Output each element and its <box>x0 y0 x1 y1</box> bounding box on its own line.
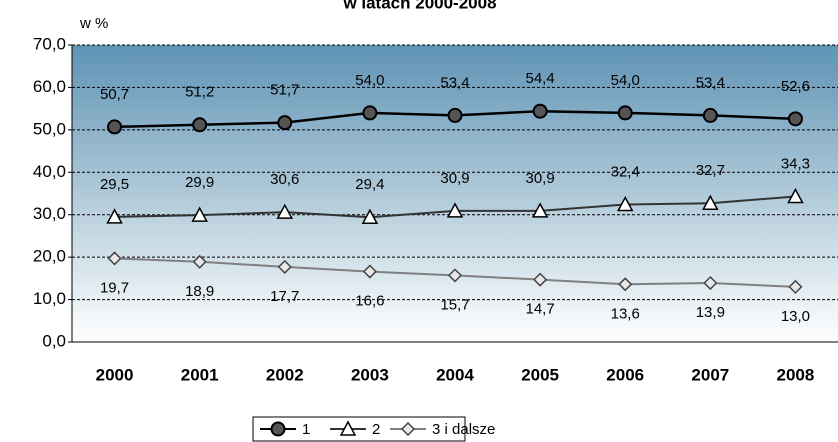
marker <box>618 277 633 292</box>
data-label: 52,6 <box>781 78 810 95</box>
y-tick-label: 0,0 <box>42 331 66 350</box>
marker <box>277 115 293 131</box>
x-tick-label: 2005 <box>521 365 559 384</box>
marker <box>788 279 803 294</box>
data-label: 54,4 <box>526 70 555 87</box>
x-tick-label: 2004 <box>436 365 474 384</box>
marker <box>106 208 123 224</box>
marker <box>447 107 463 123</box>
y-tick-label: 30,0 <box>33 204 66 223</box>
marker <box>400 421 416 437</box>
data-label: 29,4 <box>355 176 384 193</box>
x-tick-label: 2006 <box>606 365 644 384</box>
marker <box>276 203 294 219</box>
data-label: 19,7 <box>100 279 129 296</box>
data-label: 30,9 <box>440 170 469 187</box>
data-label: 53,4 <box>696 74 725 91</box>
data-label: 16,6 <box>355 293 384 310</box>
data-label: 54,0 <box>611 72 640 89</box>
y-tick-label: 70,0 <box>33 34 66 53</box>
marker <box>339 420 357 436</box>
legend-label: 1 <box>302 421 310 438</box>
marker <box>616 195 634 212</box>
marker <box>532 103 548 119</box>
data-label: 13,6 <box>611 305 640 322</box>
data-label: 32,7 <box>696 162 725 179</box>
marker <box>192 117 208 133</box>
marker <box>703 275 718 291</box>
marker <box>107 119 123 135</box>
data-label: 32,4 <box>611 164 640 181</box>
marker <box>531 202 549 218</box>
marker <box>447 268 463 283</box>
marker <box>192 254 207 269</box>
marker <box>533 272 548 287</box>
chart-title: w latach 2000-2008 <box>342 0 496 12</box>
data-label: 14,7 <box>526 301 555 318</box>
data-label: 17,7 <box>270 288 299 305</box>
data-label: 54,0 <box>355 72 384 89</box>
y-tick-label: 20,0 <box>33 247 66 266</box>
data-label: 29,9 <box>185 174 214 191</box>
x-tick-label: 2002 <box>266 365 304 384</box>
marker <box>270 421 286 437</box>
x-tick-label: 2001 <box>181 365 219 384</box>
y-axis-label: w % <box>79 15 108 32</box>
marker <box>787 187 804 204</box>
legend-label: 2 <box>372 421 380 438</box>
y-tick-label: 10,0 <box>33 289 66 308</box>
marker <box>107 251 122 266</box>
marker <box>362 105 378 121</box>
data-label: 51,2 <box>185 84 214 101</box>
data-label: 30,9 <box>526 170 555 187</box>
data-label: 15,7 <box>440 296 469 313</box>
data-label: 50,7 <box>100 86 129 103</box>
x-tick-label: 2000 <box>96 365 134 384</box>
marker <box>617 105 633 121</box>
marker <box>446 202 464 218</box>
marker <box>787 111 803 127</box>
x-tick-label: 2003 <box>351 365 389 384</box>
data-label: 34,3 <box>781 155 810 172</box>
plot-area <box>72 45 838 342</box>
data-label: 29,5 <box>100 176 129 193</box>
marker <box>702 194 719 211</box>
marker <box>361 208 379 225</box>
data-label: 13,9 <box>696 304 725 321</box>
y-tick-label: 40,0 <box>33 162 66 181</box>
data-label: 13,0 <box>781 308 810 325</box>
marker <box>277 259 292 274</box>
data-label: 51,7 <box>270 82 299 99</box>
data-label: 30,6 <box>270 171 299 188</box>
x-tick-label: 2008 <box>777 365 815 384</box>
y-tick-label: 50,0 <box>33 119 66 138</box>
marker <box>362 264 377 279</box>
data-label: 53,4 <box>440 74 469 91</box>
y-tick-label: 60,0 <box>33 77 66 96</box>
marker <box>702 107 718 123</box>
data-label: 18,9 <box>185 283 214 300</box>
x-tick-label: 2007 <box>691 365 729 384</box>
legend-label: 3 i dalsze <box>432 421 495 438</box>
marker <box>191 206 208 222</box>
